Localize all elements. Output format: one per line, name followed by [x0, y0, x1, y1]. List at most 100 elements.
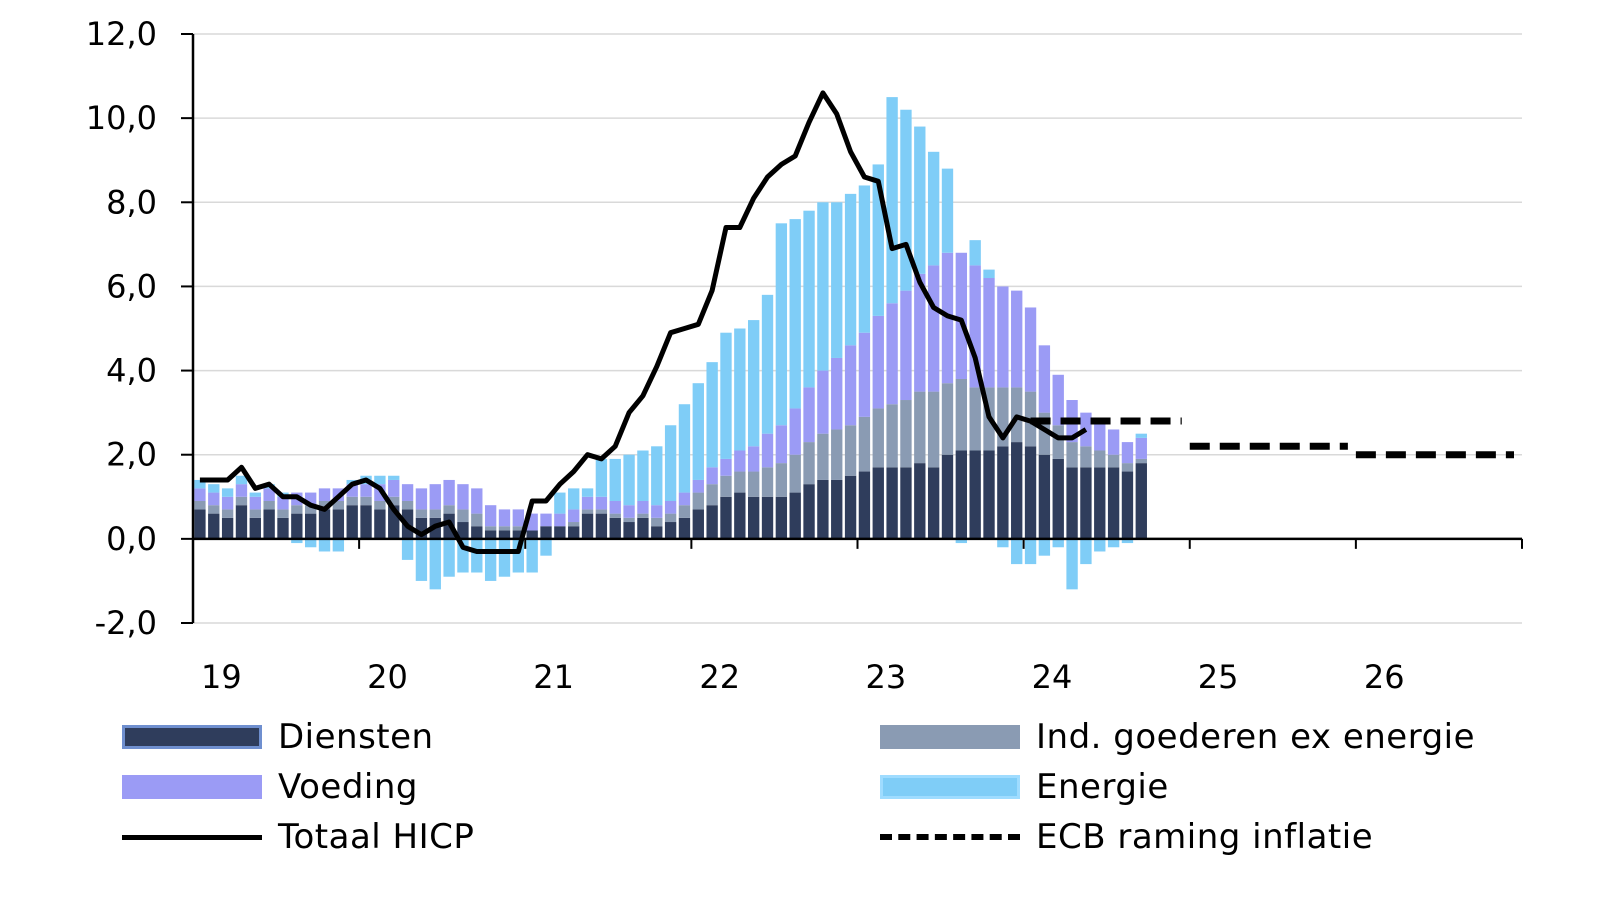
bar-diensten	[886, 467, 898, 539]
bar-diensten	[581, 513, 594, 539]
bar-voeding	[1094, 421, 1106, 451]
bar-diensten	[1038, 454, 1051, 539]
y-tick-label: 0,0	[106, 520, 157, 558]
bar-voeding	[720, 458, 732, 476]
bar-ind-goederen	[401, 500, 414, 510]
bar-diensten	[554, 526, 566, 539]
bar-energie	[498, 538, 511, 577]
x-tick-label: 26	[1364, 658, 1405, 696]
bar-energie	[803, 210, 815, 388]
bar-ind-goederen	[221, 509, 234, 518]
bar-diensten	[692, 509, 704, 539]
bar-diensten	[512, 530, 525, 539]
bar-voeding	[1011, 290, 1023, 388]
bar-ind-goederen	[249, 509, 261, 518]
bar-ind-goederen	[471, 513, 483, 527]
y-tick-label: 10,0	[86, 99, 157, 137]
bar-voeding	[318, 488, 331, 501]
bar-diensten	[374, 509, 386, 539]
bar-diensten	[1011, 442, 1023, 539]
bar-energie	[1011, 538, 1023, 565]
bar-voeding	[360, 484, 372, 497]
bar-energie	[997, 538, 1009, 548]
legend-swatch-diensten	[122, 725, 262, 749]
bar-ind-goederen	[706, 484, 718, 506]
bar-energie	[540, 538, 552, 556]
bar-energie	[401, 538, 414, 560]
bar-voeding	[651, 505, 663, 518]
bar-ind-goederen	[568, 522, 580, 527]
bar-diensten	[914, 463, 926, 539]
y-tick-label: 4,0	[106, 352, 157, 390]
y-tick-label: 8,0	[106, 183, 157, 221]
bar-energie	[831, 202, 843, 358]
bar-energie	[194, 479, 206, 489]
axes	[181, 33, 1523, 624]
bar-diensten	[747, 496, 760, 539]
bar-voeding	[831, 357, 843, 430]
bar-diensten	[208, 513, 220, 539]
chart-svg: 12,0 10,0 8,0 6,0 4,0 2,0 0,0 -2,0 19 20 21 22 23 24…	[86, 15, 1523, 696]
bar-diensten	[900, 467, 912, 539]
bar-energie	[817, 202, 829, 371]
bar-energie	[983, 269, 995, 279]
bar-voeding	[1135, 437, 1147, 459]
legend: Diensten Ind. goederen ex energie Voedin…	[0, 715, 1600, 915]
bar-voeding	[221, 496, 234, 510]
gridlines	[193, 33, 1522, 624]
bar-energie	[332, 538, 345, 552]
x-tick-label: 25	[1198, 658, 1239, 696]
bar-energie	[1052, 538, 1064, 548]
bar-diensten	[249, 517, 261, 539]
bar-diensten	[235, 505, 248, 539]
legend-label-voeding: Voeding	[278, 767, 418, 807]
bar-voeding	[900, 290, 912, 401]
bar-ind-goederen	[429, 509, 441, 518]
x-tick-label: 23	[866, 658, 907, 696]
legend-label-diensten: Diensten	[278, 717, 434, 757]
bar-voeding	[249, 496, 261, 510]
bar-diensten	[568, 526, 580, 539]
stacked-bars	[194, 97, 1147, 590]
bar-diensten	[858, 471, 871, 539]
bar-ind-goederen	[872, 408, 884, 468]
legend-item-voeding: Voeding	[122, 765, 418, 809]
bar-ind-goederen	[484, 526, 497, 531]
bar-ind-goederen	[1094, 450, 1106, 468]
bar-diensten	[803, 484, 815, 539]
bar-energie	[789, 219, 801, 409]
bar-ind-goederen	[900, 400, 912, 468]
y-tick-label: 2,0	[106, 436, 157, 474]
bar-voeding	[388, 479, 400, 497]
bar-voeding	[983, 278, 995, 388]
bar-diensten	[623, 522, 635, 539]
legend-swatch-voeding	[122, 775, 262, 799]
bar-ind-goederen	[844, 425, 857, 476]
bar-voeding	[568, 509, 580, 523]
bar-energie	[512, 538, 525, 573]
bar-diensten	[332, 509, 345, 539]
bar-diensten	[775, 496, 788, 539]
bar-voeding	[457, 484, 469, 510]
bar-energie	[775, 223, 788, 426]
bar-diensten	[997, 446, 1009, 539]
bar-diensten	[360, 505, 372, 539]
bar-voeding	[609, 500, 621, 514]
bar-energie	[651, 446, 663, 506]
bar-ind-goederen	[678, 505, 691, 518]
bar-diensten	[761, 496, 774, 539]
bar-voeding	[415, 488, 428, 510]
bar-ind-goederen	[886, 404, 898, 468]
bar-voeding	[194, 488, 206, 501]
bar-energie	[637, 450, 649, 501]
bar-energie	[914, 126, 926, 274]
bar-diensten	[221, 517, 234, 539]
bar-energie	[318, 538, 331, 552]
bar-ind-goederen	[388, 496, 400, 506]
bar-ind-goederen	[1052, 425, 1064, 459]
bar-diensten	[720, 496, 732, 539]
bar-voeding	[1121, 442, 1134, 464]
bar-voeding	[401, 484, 414, 501]
bar-ind-goederen	[692, 492, 704, 510]
bar-energie	[526, 538, 538, 573]
